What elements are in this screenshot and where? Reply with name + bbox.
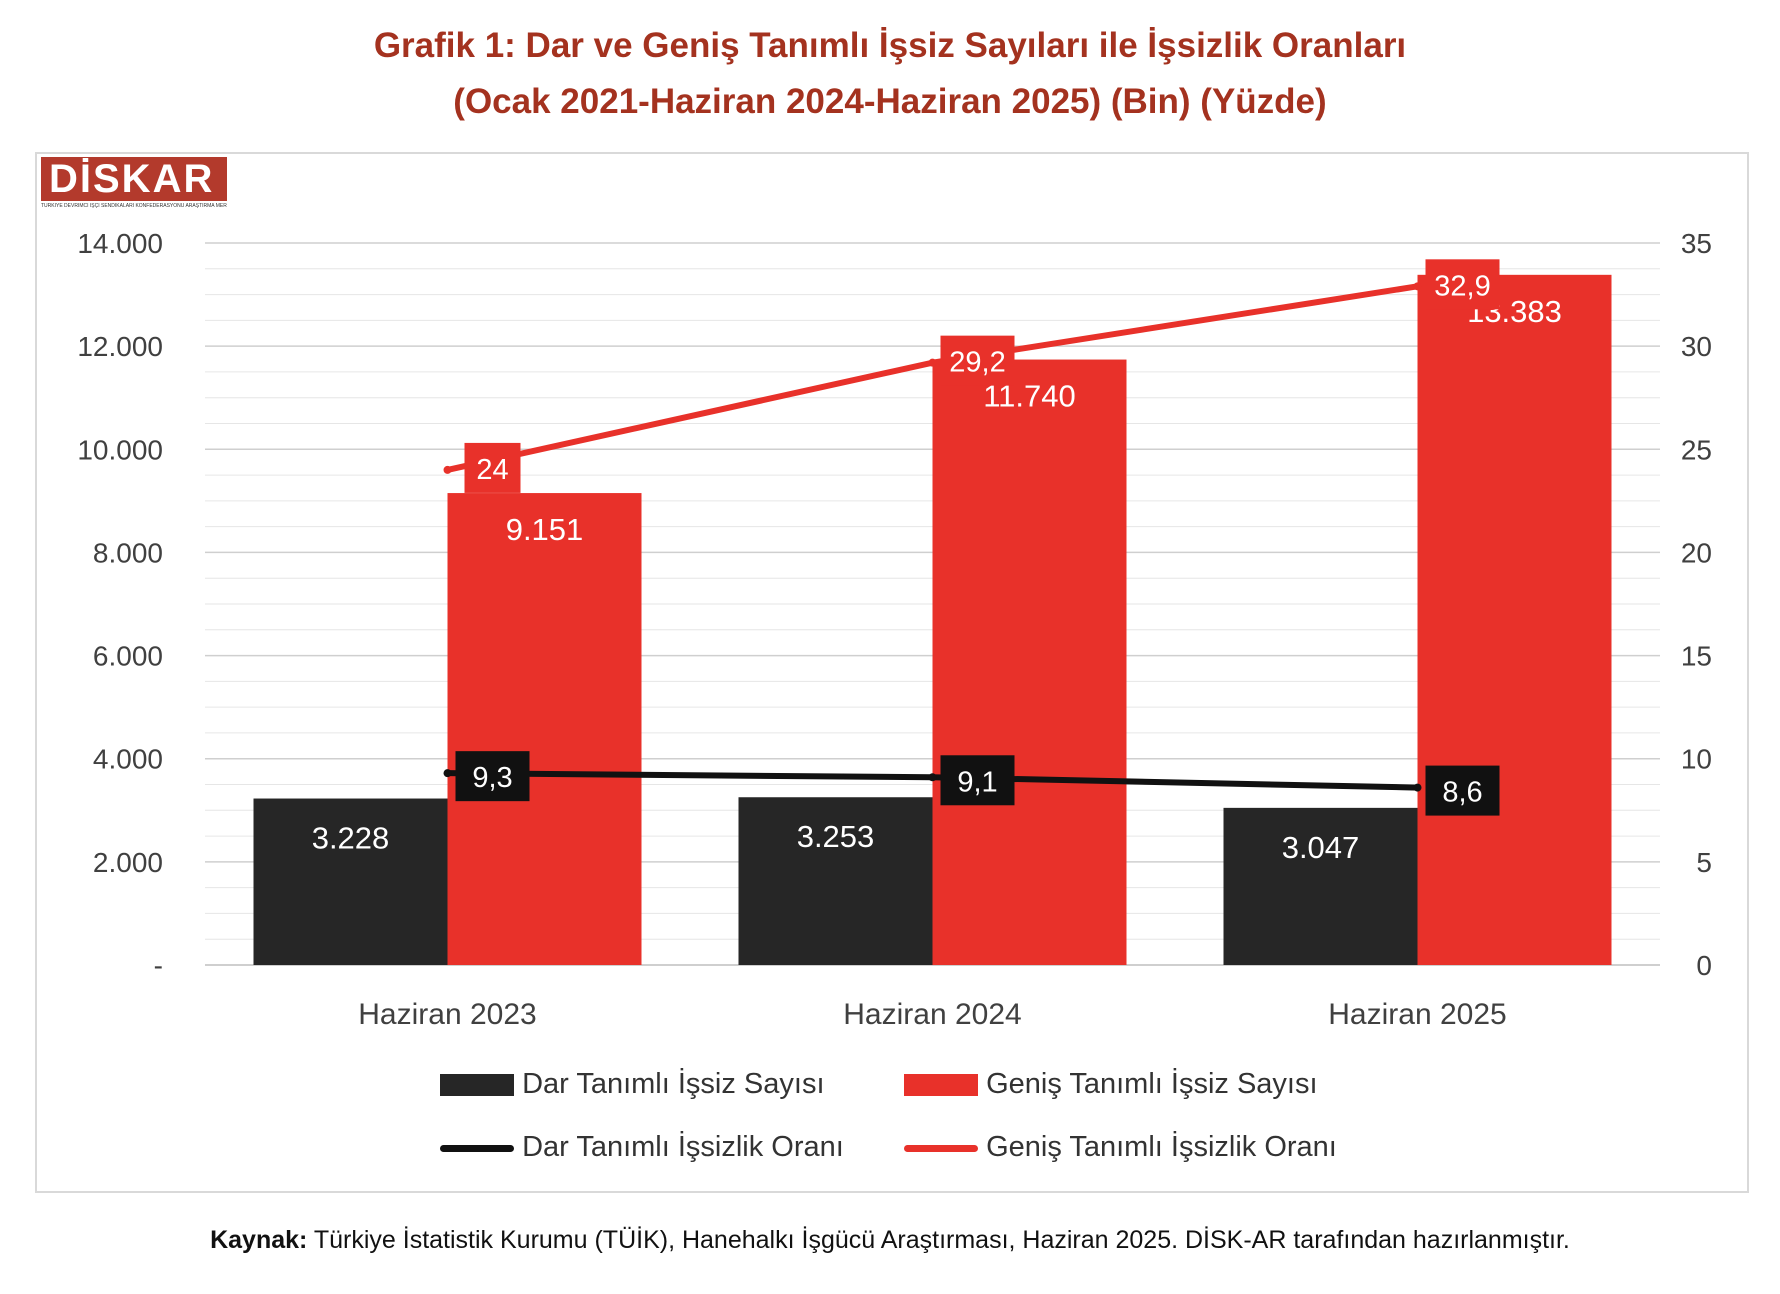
chart-title-line2: (Ocak 2021-Haziran 2024-Haziran 2025) (B… <box>453 82 1327 121</box>
bar-dar-sayi <box>738 797 933 965</box>
x-category-label: Haziran 2025 <box>1328 998 1506 1031</box>
legend-item-dar-oran: Dar Tanımlı İşsizlik Oranı <box>440 1131 844 1164</box>
logo-background: DİSKAR <box>41 157 227 201</box>
point-dar-oran <box>928 773 937 782</box>
line-label-box-genis-oran <box>464 442 521 493</box>
legend-swatch-genis-sayi <box>904 1074 978 1097</box>
line-label-dar-oran: 9,3 <box>472 762 512 794</box>
line-label-box-genis-oran <box>940 335 1015 386</box>
line-label-dar-oran: 9,1 <box>957 766 997 798</box>
bar-genis-sayi <box>932 359 1127 966</box>
y-left-tick-label: 8.000 <box>93 537 163 568</box>
point-dar-oran <box>1413 783 1422 792</box>
x-category-label: Haziran 2023 <box>358 998 536 1031</box>
line-label-dar-oran: 8,6 <box>1442 777 1482 809</box>
legend-label-genis-sayi: Geniş Tanımlı İşsiz Sayısı <box>986 1068 1318 1100</box>
y-right-tick-label: 25 <box>1681 434 1712 465</box>
legend-item-genis-oran: Geniş Tanımlı İşsizlik Oranı <box>904 1131 1337 1164</box>
legend-label-dar-oran: Dar Tanımlı İşsizlik Oranı <box>522 1131 844 1163</box>
y-right-tick-label: 35 <box>1681 228 1712 259</box>
line-label-box-dar-oran <box>940 755 1015 806</box>
legend-item-genis-sayi: Geniş Tanımlı İşsiz Sayısı <box>904 1068 1318 1101</box>
bar-label-dar-sayi: 3.253 <box>797 819 875 854</box>
bar-label-dar-sayi: 3.047 <box>1282 830 1360 865</box>
source-note: Kaynak: Türkiye İstatistik Kurumu (TÜİK)… <box>0 1226 1780 1255</box>
chart-frame <box>35 152 1749 1193</box>
legend-swatch-dar-sayi <box>440 1074 514 1097</box>
logo-subtitle: TÜRKİYE DEVRİMCİ İŞÇİ SENDİKALARI KONFED… <box>41 203 227 209</box>
y-left-tick-label: 4.000 <box>93 744 163 775</box>
legend-item-dar-sayi: Dar Tanımlı İşsiz Sayısı <box>440 1068 825 1101</box>
y-left-tick-label: 6.000 <box>93 641 163 672</box>
line-label-genis-oran: 32,9 <box>1434 270 1490 302</box>
y-right-tick-label: 15 <box>1681 641 1712 672</box>
point-genis-oran <box>1413 282 1422 291</box>
point-genis-oran <box>928 358 937 367</box>
x-category-label: Haziran 2024 <box>843 998 1021 1031</box>
diskar-logo: DİSKAR TÜRKİYE DEVRİMCİ İŞÇİ SENDİKALARI… <box>41 157 227 213</box>
bar-label-genis-sayi: 9.151 <box>506 512 584 547</box>
bar-dar-sayi <box>253 798 448 965</box>
point-dar-oran <box>443 769 452 778</box>
line-label-genis-oran: 24 <box>476 454 508 486</box>
bar-label-dar-sayi: 3.228 <box>312 821 390 856</box>
bar-genis-sayi <box>447 493 642 965</box>
y-right-tick-label: 30 <box>1681 331 1712 362</box>
y-left-tick-label: 14.000 <box>77 228 163 259</box>
point-genis-oran <box>443 465 452 474</box>
source-text: Türkiye İstatistik Kurumu (TÜİK), Haneha… <box>313 1226 1570 1254</box>
y-left-tick-label: 2.000 <box>93 847 163 878</box>
legend-swatch-dar-oran <box>440 1144 514 1152</box>
line-label-box-genis-oran <box>1425 259 1500 310</box>
y-right-tick-label: 20 <box>1681 537 1712 568</box>
legend-label-dar-sayi: Dar Tanımlı İşsiz Sayısı <box>522 1068 825 1100</box>
y-left-tick-label: - <box>154 950 163 981</box>
line-label-box-dar-oran <box>1425 765 1500 816</box>
y-left-tick-label: 10.000 <box>77 434 163 465</box>
source-label: Kaynak: <box>210 1226 308 1254</box>
legend-swatch-genis-oran <box>904 1144 978 1152</box>
chart-title-line1: Grafik 1: Dar ve Geniş Tanımlı İşsiz Say… <box>373 26 1407 65</box>
bar-genis-sayi <box>1417 274 1612 965</box>
y-right-tick-label: 10 <box>1681 744 1712 775</box>
legend-label-genis-oran: Geniş Tanımlı İşsizlik Oranı <box>986 1131 1337 1163</box>
line-label-genis-oran: 29,2 <box>949 347 1005 379</box>
logo-text: DİSKAR <box>49 157 215 201</box>
line-label-box-dar-oran <box>455 751 530 802</box>
bar-dar-sayi <box>1223 807 1418 965</box>
y-left-tick-label: 12.000 <box>77 331 163 362</box>
y-right-tick-label: 5 <box>1696 847 1712 878</box>
y-right-tick-label: 0 <box>1696 950 1712 981</box>
